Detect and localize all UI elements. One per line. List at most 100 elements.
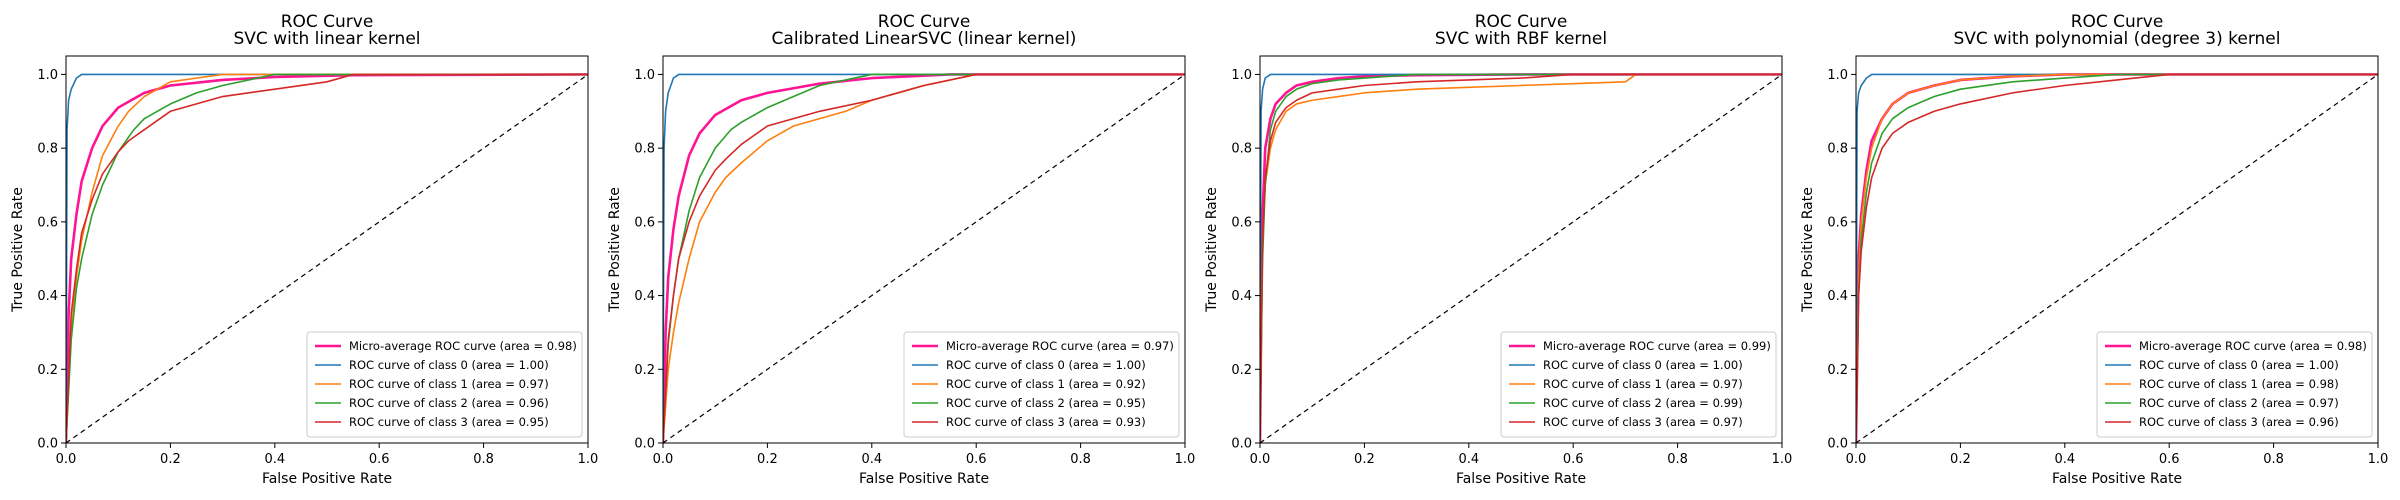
y-tick-label: 0.8 — [634, 142, 655, 157]
chance-diagonal-line — [66, 73, 588, 443]
y-axis-label: True Positive Rate — [1204, 187, 1220, 313]
x-tick-label: 0.2 — [757, 452, 778, 467]
chart-subtitle: SVC with polynomial (degree 3) kernel — [1954, 29, 2281, 49]
legend: Micro-average ROC curve (area = 0.98) ROC… — [2096, 331, 2373, 438]
roc-series-line — [663, 73, 1185, 443]
x-tick-label: 0.0 — [56, 452, 77, 467]
y-tick-label: 0.4 — [1231, 289, 1252, 304]
y-tick-label: 1.0 — [1827, 68, 1848, 83]
x-axis-label: False Positive Rate — [1456, 471, 1586, 487]
roc-series-line — [1856, 73, 2378, 443]
y-tick-label: 0.0 — [37, 437, 58, 452]
chart-title: ROC Curve — [2071, 12, 2164, 32]
y-tick-label: 0.2 — [1827, 363, 1848, 378]
chance-diagonal-line — [1856, 73, 2378, 443]
roc-series-line — [1856, 73, 2378, 443]
x-tick-label: 0.8 — [2263, 452, 2284, 467]
roc-series-line — [1260, 73, 1782, 443]
roc-series-line — [1856, 73, 2378, 443]
x-axis-label: False Positive Rate — [262, 471, 392, 487]
y-tick-label: 1.0 — [634, 68, 655, 83]
y-tick-label: 0.8 — [1231, 142, 1252, 157]
x-tick-label: 0.6 — [1563, 452, 1584, 467]
x-tick-label: 1.0 — [1175, 452, 1196, 467]
plot-frame — [1855, 55, 2379, 444]
legend-entry: ROC curve of class 1 (area = 0.97) — [349, 377, 549, 391]
legend-entry: ROC curve of class 3 (area = 0.95) — [349, 415, 549, 429]
x-tick-label: 0.4 — [264, 452, 285, 467]
legend-entry: ROC curve of class 3 (area = 0.97) — [1543, 415, 1743, 429]
legend-entry: Micro-average ROC curve (area = 0.99) — [1543, 339, 1771, 353]
x-axis-label: False Positive Rate — [859, 471, 989, 487]
roc-series-line — [663, 73, 1185, 443]
legend-entry: ROC curve of class 2 (area = 0.96) — [349, 396, 549, 410]
series-group — [1856, 73, 2378, 443]
x-tick-label: 0.8 — [1070, 452, 1091, 467]
roc-series-line — [1260, 73, 1782, 443]
y-tick-label: 0.0 — [1827, 437, 1848, 452]
chart-subtitle: SVC with linear kernel — [234, 29, 421, 49]
x-tick-label: 0.0 — [653, 452, 674, 467]
legend-entry: ROC curve of class 3 (area = 0.96) — [2139, 415, 2339, 429]
roc-series-line — [66, 73, 588, 443]
x-tick-label: 0.0 — [1250, 452, 1271, 467]
y-axis-label: True Positive Rate — [10, 187, 26, 313]
legend-entry: Micro-average ROC curve (area = 0.98) — [2139, 339, 2367, 353]
legend-entry: ROC curve of class 1 (area = 0.97) — [1543, 377, 1743, 391]
y-tick-label: 0.0 — [634, 437, 655, 452]
y-axis-label: True Positive Rate — [1800, 187, 1816, 313]
roc-series-line — [66, 73, 588, 443]
x-tick-label: 0.2 — [1354, 452, 1375, 467]
chance-diagonal-line — [1260, 73, 1782, 443]
legend-entry: ROC curve of class 0 (area = 1.00) — [349, 358, 549, 372]
x-tick-label: 0.6 — [369, 452, 390, 467]
x-tick-label: 0.6 — [2159, 452, 2180, 467]
chart-title: ROC Curve — [1475, 12, 1568, 32]
x-tick-label: 0.8 — [1667, 452, 1688, 467]
legend-entry: Micro-average ROC curve (area = 0.97) — [946, 339, 1174, 353]
x-tick-label: 1.0 — [578, 452, 599, 467]
x-tick-label: 0.8 — [473, 452, 494, 467]
series-group — [663, 73, 1185, 443]
legend-entry: ROC curve of class 0 (area = 1.00) — [946, 358, 1146, 372]
plot-frame — [65, 55, 589, 444]
x-tick-label: 0.0 — [1846, 452, 1867, 467]
chart-subtitle: Calibrated LinearSVC (linear kernel) — [772, 29, 1077, 49]
legend-entry: ROC curve of class 0 (area = 1.00) — [1543, 358, 1743, 372]
y-tick-label: 0.6 — [37, 215, 58, 230]
x-axis-label: False Positive Rate — [2052, 471, 2182, 487]
y-tick-label: 0.8 — [37, 142, 58, 157]
roc-series-line — [66, 73, 588, 443]
x-tick-label: 0.2 — [160, 452, 181, 467]
plot-frame — [662, 55, 1186, 444]
y-tick-label: 0.6 — [1827, 215, 1848, 230]
series-group — [1260, 73, 1782, 443]
legend-entry: ROC curve of class 2 (area = 0.95) — [946, 396, 1146, 410]
y-tick-label: 1.0 — [1231, 68, 1252, 83]
roc-series-line — [663, 73, 1185, 443]
y-tick-label: 0.6 — [1231, 215, 1252, 230]
y-tick-label: 0.6 — [634, 215, 655, 230]
y-tick-label: 0.8 — [1827, 142, 1848, 157]
roc-series-line — [1856, 73, 2378, 443]
chart-subtitle: SVC with RBF kernel — [1435, 29, 1607, 49]
y-tick-label: 0.4 — [634, 289, 655, 304]
legend-entry: ROC curve of class 0 (area = 1.00) — [2139, 358, 2339, 372]
legend-entry: ROC curve of class 1 (area = 0.92) — [946, 377, 1146, 391]
chart-title: ROC Curve — [878, 12, 971, 32]
roc-series-line — [66, 73, 588, 443]
legend: Micro-average ROC curve (area = 0.97) ROC… — [903, 331, 1180, 438]
legend-entry: ROC curve of class 2 (area = 0.99) — [1543, 396, 1743, 410]
series-group — [66, 73, 588, 443]
y-tick-label: 0.2 — [37, 363, 58, 378]
legend-entry: ROC curve of class 3 (area = 0.93) — [946, 415, 1146, 429]
legend-box — [306, 331, 583, 438]
legend-box — [903, 331, 1180, 438]
x-tick-label: 0.4 — [861, 452, 882, 467]
y-tick-label: 0.4 — [1827, 289, 1848, 304]
legend-entry: ROC curve of class 1 (area = 0.98) — [2139, 377, 2339, 391]
plot-frame — [1259, 55, 1783, 444]
